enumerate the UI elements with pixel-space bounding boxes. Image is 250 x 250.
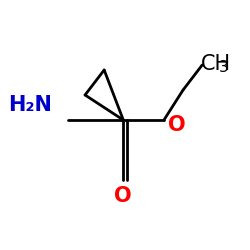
Text: CH: CH [201,54,231,74]
Text: O: O [114,186,132,206]
Text: 3: 3 [219,60,228,75]
Text: H₂N: H₂N [8,95,52,115]
Text: O: O [168,115,185,135]
